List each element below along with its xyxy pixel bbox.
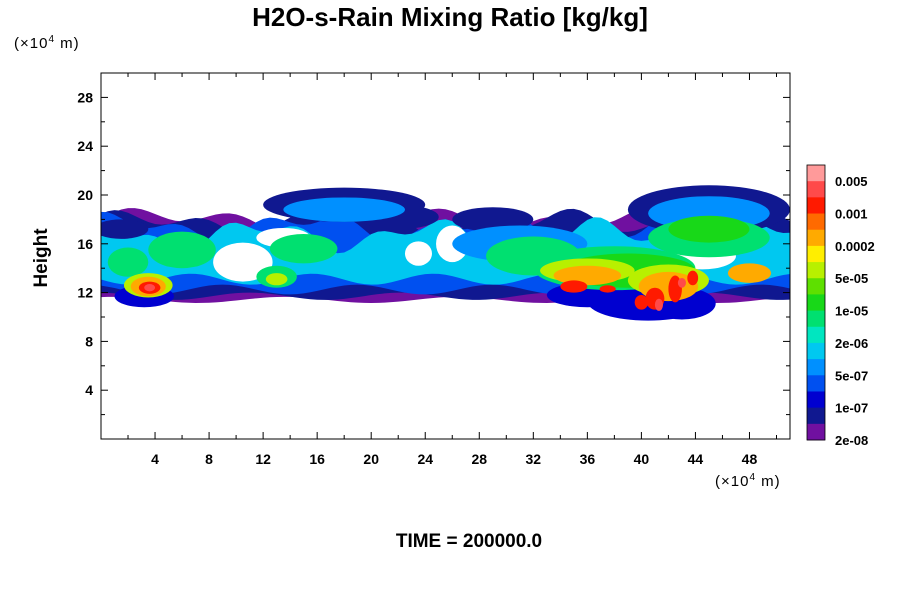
colorbar-swatch — [807, 165, 825, 182]
colorbar-swatch — [807, 407, 825, 425]
cloud-bulge — [101, 219, 149, 239]
colorbar-swatch — [807, 342, 825, 360]
intensity-patch — [677, 277, 686, 288]
colorbar-swatch — [807, 294, 825, 311]
intensity-patch — [599, 285, 616, 293]
colorbar-swatch — [807, 423, 825, 441]
x-tick-label: 24 — [417, 451, 433, 467]
x-axis-unit: (×104 m) — [715, 472, 781, 490]
colorbar-swatch — [807, 375, 825, 392]
colorbar-swatch — [807, 391, 825, 409]
y-axis-unit: (×104 m) — [14, 34, 80, 52]
y-tick-label: 20 — [77, 187, 93, 203]
colorbar-swatch — [807, 229, 825, 247]
colorbar-label: 1e-05 — [835, 304, 868, 319]
colorbar-frame — [806, 164, 826, 441]
intensity-patch — [553, 265, 622, 286]
colorbar-swatch — [807, 245, 825, 263]
y-tick-label: 24 — [77, 138, 93, 154]
colorbar-label: 0.005 — [835, 174, 868, 189]
intensity-patch — [269, 234, 338, 264]
x-tick-label: 32 — [526, 451, 542, 467]
colorbar-swatch — [807, 197, 825, 214]
colorbar-label: 0.001 — [835, 207, 868, 222]
colorbar-swatch — [807, 181, 825, 198]
colorbar-swatch — [807, 262, 825, 279]
x-tick-label: 12 — [255, 451, 271, 467]
x-tick-label: 8 — [205, 451, 213, 467]
colorbar-swatch — [807, 278, 825, 295]
x-tick-label: 44 — [688, 451, 704, 467]
x-tick-label: 40 — [634, 451, 650, 467]
colorbar-swatch — [807, 326, 825, 344]
cloud-gap — [213, 242, 273, 282]
intensity-patch — [148, 231, 216, 269]
time-label: TIME = 200000.0 — [395, 531, 543, 552]
cloud-bulge — [452, 207, 534, 232]
y-tick-label: 16 — [77, 236, 93, 252]
x-tick-label: 36 — [580, 451, 596, 467]
cloud-gap — [404, 241, 432, 266]
intensity-patch — [634, 295, 649, 310]
y-tick-label: 8 — [85, 333, 93, 349]
intensity-patch — [668, 215, 750, 243]
chart-title: H2O-s-Rain Mixing Ratio [kg/kg] — [252, 2, 648, 32]
plot-frame — [100, 72, 791, 440]
colorbar-swatch — [807, 213, 825, 231]
heatmap-field — [101, 185, 790, 321]
intensity-patch — [727, 263, 772, 283]
intensity-patch — [144, 284, 156, 292]
y-tick-label: 4 — [85, 382, 93, 398]
colorbar-swatch — [807, 359, 825, 376]
intensity-patch — [107, 247, 149, 277]
intensity-patch — [560, 280, 588, 293]
colorbar-label: 1e-07 — [835, 401, 868, 416]
colorbar: 0.005 0.001 0.0002 5e-05 1e-05 2e-06 5e-07 1e-0… — [806, 164, 875, 448]
intensity-patch — [687, 270, 699, 286]
x-tick-label: 28 — [471, 451, 487, 467]
colorbar-label: 2e-08 — [835, 433, 868, 448]
colorbar-label: 0.0002 — [835, 239, 875, 254]
y-tick-label: 28 — [77, 89, 93, 105]
x-tick-label: 20 — [363, 451, 379, 467]
colorbar-swatch — [807, 310, 825, 328]
colorbar-label: 2e-06 — [835, 336, 868, 351]
x-tick-label: 16 — [309, 451, 325, 467]
moisture-patch — [283, 197, 405, 222]
colorbar-label: 5e-05 — [835, 271, 868, 286]
x-tick-label: 4 — [151, 451, 159, 467]
y-tick-label: 12 — [77, 285, 93, 301]
intensity-patch — [265, 273, 288, 286]
colorbar-label: 5e-07 — [835, 368, 868, 383]
intensity-patch — [654, 298, 664, 311]
x-tick-label: 48 — [742, 451, 758, 467]
